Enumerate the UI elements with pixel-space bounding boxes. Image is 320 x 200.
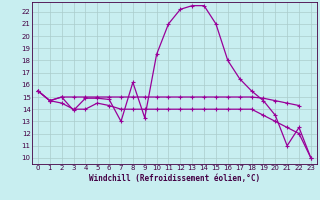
X-axis label: Windchill (Refroidissement éolien,°C): Windchill (Refroidissement éolien,°C): [89, 174, 260, 183]
